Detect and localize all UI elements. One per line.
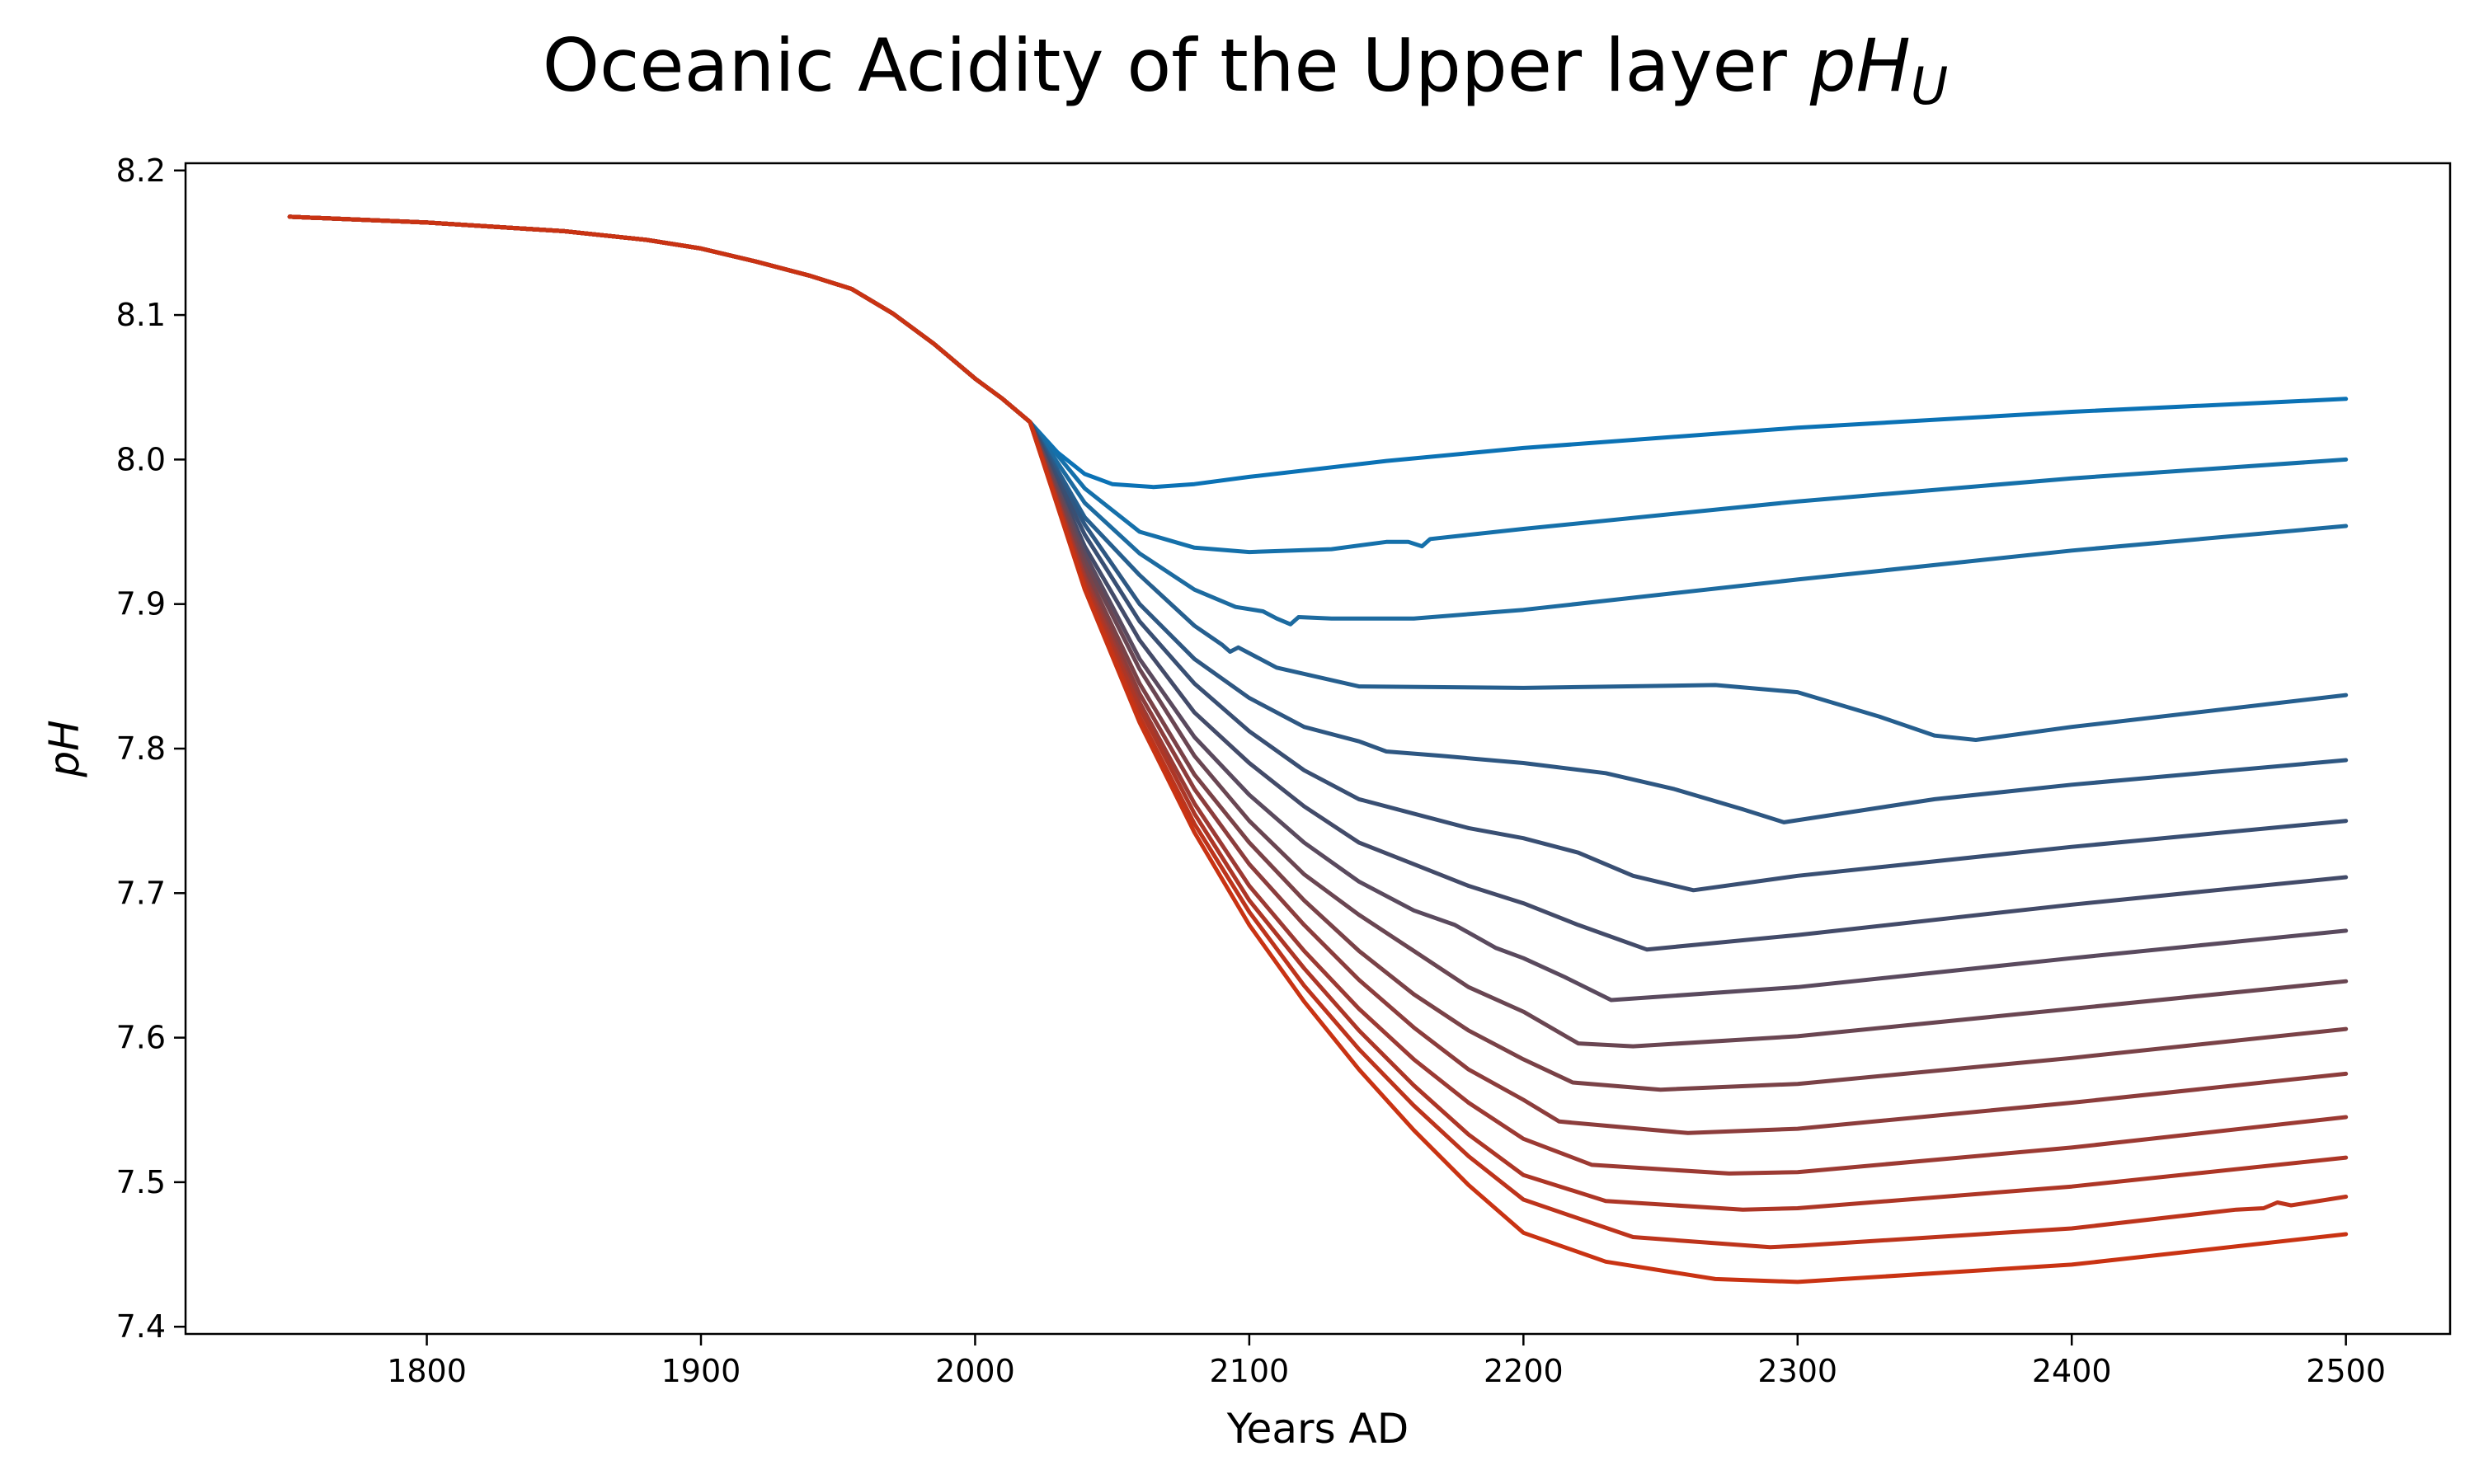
y-tick-label: 7.4 [116,1308,166,1345]
series-line-10 [287,214,2349,1092]
series-line-12 [287,214,2349,1176]
series-line-3 [287,214,2349,627]
y-axis-label: pH [40,720,88,777]
chart-title-symbol: pH [1809,23,1911,108]
chart-title-subscript: U [1911,56,1948,116]
y-axis-ticks: 7.4 7.5 7.6 7.7 7.8 7.9 8.0 8.1 8.2 [116,153,186,1345]
series-line-11 [287,214,2349,1135]
series-line-2 [287,214,2349,555]
x-axis-label: Years AD [1226,1405,1409,1453]
series-line-9 [287,214,2349,1049]
y-tick-label: 7.6 [116,1020,166,1056]
y-tick-label: 7.9 [116,586,166,622]
x-tick-label: 2200 [1484,1353,1564,1389]
x-tick-label: 2000 [935,1353,1015,1389]
x-tick-label: 2300 [1757,1353,1837,1389]
y-tick-label: 8.2 [116,153,166,189]
series-line-15 [287,214,2349,1284]
series-line-1 [287,214,2349,490]
x-tick-label: 2100 [1210,1353,1290,1389]
series-line-7 [287,214,2349,952]
plot-frame [184,162,2452,1336]
series-line-4 [287,214,2349,742]
x-tick-label: 1900 [661,1353,741,1389]
x-tick-label: 1800 [387,1353,467,1389]
chart-title-text: Oceanic Acidity of the Upper layer [543,23,1788,108]
y-tick-label: 7.7 [116,875,166,911]
y-tick-label: 7.5 [116,1164,166,1200]
y-tick-label: 7.8 [116,730,166,767]
chart-title: Oceanic Acidity of the Upper layer pHU [543,23,1948,116]
y-tick-label: 8.0 [116,441,166,477]
x-tick-label: 2400 [2032,1353,2112,1389]
x-axis-ticks: 1800 1900 2000 2100 2200 2300 2400 2500 [387,1334,2386,1389]
plot-lines [287,214,2349,1284]
x-tick-label: 2500 [2306,1353,2386,1389]
y-tick-label: 8.1 [116,297,166,333]
